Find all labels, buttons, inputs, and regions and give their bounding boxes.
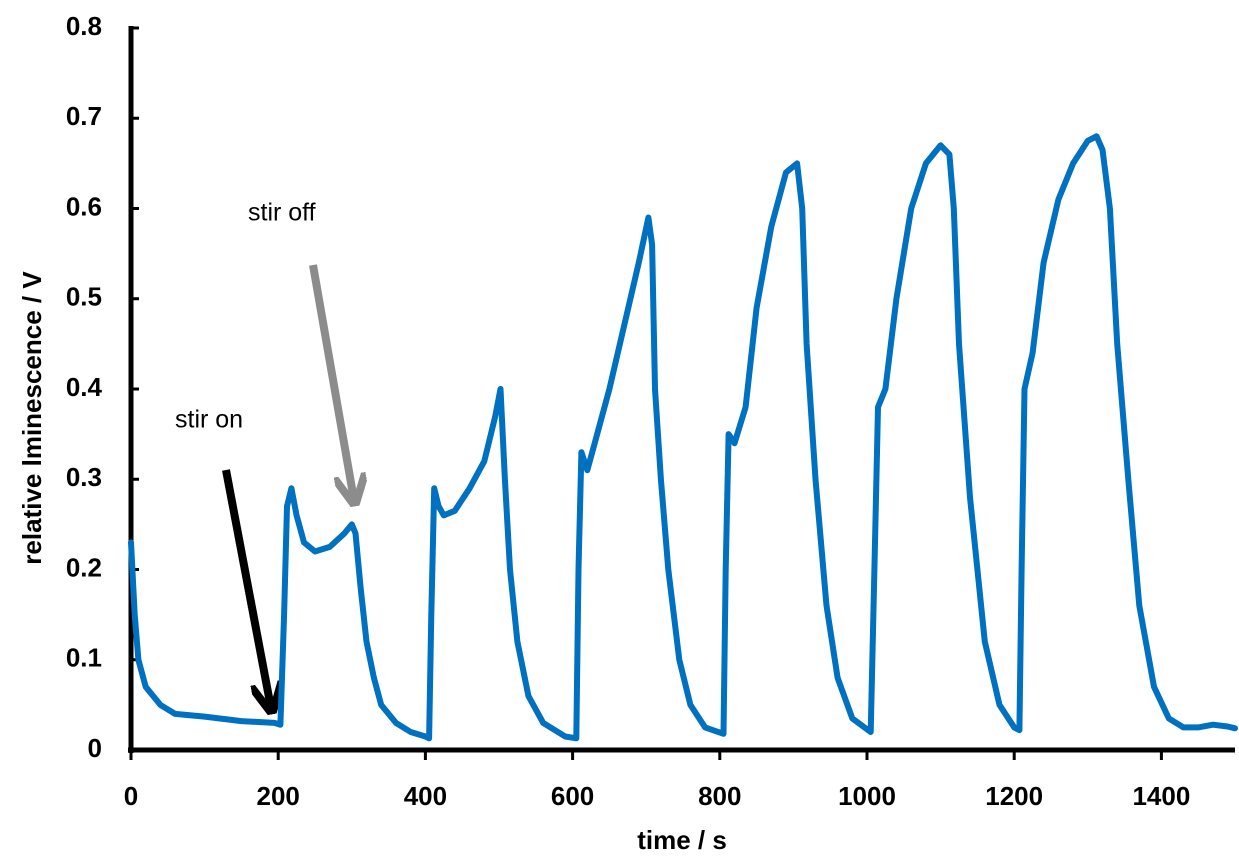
y-tick-label: 0 bbox=[88, 733, 102, 763]
y-tick-label: 0.2 bbox=[66, 552, 102, 582]
y-tick-label: 0.4 bbox=[66, 372, 103, 402]
data-line bbox=[128, 133, 1238, 742]
x-tick-label: 800 bbox=[698, 781, 741, 811]
y-tick-label: 0.7 bbox=[66, 101, 102, 131]
y-tick-label: 0.3 bbox=[66, 462, 102, 492]
x-tick-label: 1000 bbox=[838, 781, 896, 811]
x-tick-label: 1400 bbox=[1132, 781, 1190, 811]
x-tick-label: 1200 bbox=[985, 781, 1043, 811]
y-tick-label: 0.5 bbox=[66, 282, 102, 312]
y-axis-title: relative lminescence / V bbox=[17, 271, 47, 565]
arrow bbox=[222, 469, 271, 708]
x-tick-label: 400 bbox=[404, 781, 447, 811]
y-tick-label: 0.8 bbox=[66, 11, 102, 41]
x-tick-label: 0 bbox=[124, 781, 138, 811]
annotation: stir off bbox=[248, 199, 316, 227]
y-tick-label: 0.6 bbox=[66, 191, 102, 221]
x-tick-label: 200 bbox=[257, 781, 300, 811]
annotation: stir on bbox=[175, 406, 243, 434]
arrow bbox=[309, 264, 354, 500]
y-tick-label: 0.1 bbox=[66, 643, 102, 673]
x-tick-label: 600 bbox=[551, 781, 594, 811]
x-axis-title: time / s bbox=[637, 825, 727, 855]
